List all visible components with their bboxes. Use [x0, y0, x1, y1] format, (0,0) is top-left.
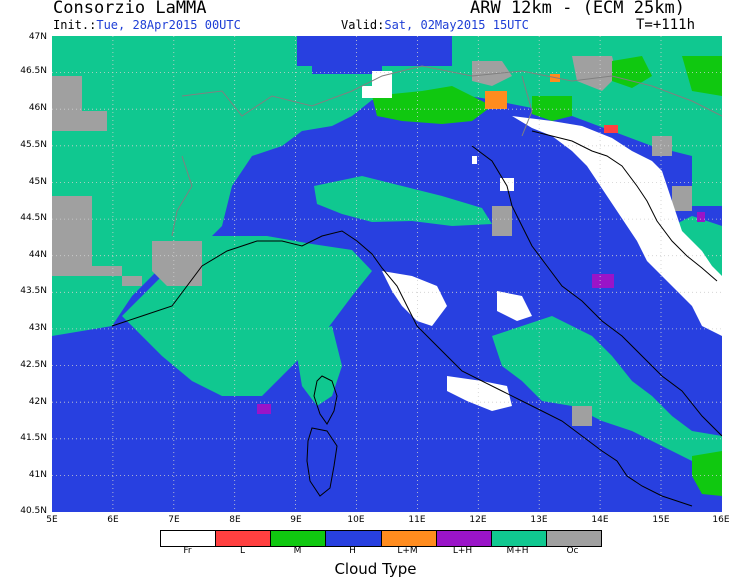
lon-label: 11E — [408, 515, 426, 525]
lon-label: 12E — [469, 515, 487, 525]
lat-label: 45.5N — [20, 140, 47, 150]
forecast-step: T=+111h — [636, 17, 696, 33]
lat-label: 47N — [28, 32, 47, 42]
lon-label: 7E — [168, 515, 180, 525]
legend-swatch-lm — [381, 531, 437, 546]
valid-label: Valid: — [341, 18, 385, 32]
valid-time: Valid:Sat, 02May2015 15UTC — [341, 18, 529, 32]
lat-label: 44N — [28, 250, 47, 260]
legend-label: Oc — [566, 546, 579, 556]
init-value: Tue, 28Apr2015 00UTC — [96, 18, 241, 32]
lon-label: 15E — [652, 515, 670, 525]
mid-cloud-areas — [372, 56, 722, 496]
legend-swatch-m — [271, 531, 327, 546]
legend-swatch-l — [216, 531, 272, 546]
lat-label: 45N — [28, 177, 47, 187]
legend-swatch-h — [326, 531, 382, 546]
lon-label: 5E — [46, 515, 58, 525]
valid-value: Sat, 02May2015 15UTC — [384, 18, 529, 32]
legend-swatch-fr — [161, 531, 217, 546]
legend-label: Fr — [183, 546, 192, 556]
map-header: Consorzio LaMMA ARW 12km - (ECM 25km) In… — [0, 0, 751, 36]
lon-label: 6E — [107, 515, 119, 525]
low-high-cloud-areas — [257, 212, 705, 414]
cloud-type-map — [52, 36, 722, 512]
lat-label: 46N — [28, 103, 47, 113]
lat-label: 41N — [28, 470, 47, 480]
lon-label: 16E — [712, 515, 730, 525]
lat-label: 44.5N — [20, 213, 47, 223]
lat-label: 43.5N — [20, 286, 47, 296]
legend-label: L+H — [452, 546, 473, 556]
init-time: Init.:Tue, 28Apr2015 00UTC — [53, 18, 241, 32]
legend-labels: Fr L M H L+M L+H M+H Oc — [160, 546, 600, 556]
legend-label: M — [293, 546, 302, 556]
legend-label: H — [349, 546, 356, 556]
lat-label: 46.5N — [20, 66, 47, 76]
lon-label: 10E — [347, 515, 365, 525]
producer-title: Consorzio LaMMA — [53, 0, 207, 18]
lat-label: 43N — [28, 323, 47, 333]
lat-label: 42N — [28, 397, 47, 407]
lat-label: 42.5N — [20, 360, 47, 370]
lon-label: 8E — [229, 515, 241, 525]
clear-sky-areas — [362, 71, 722, 411]
graticule — [52, 36, 722, 512]
model-title: ARW 12km - (ECM 25km) — [470, 0, 685, 18]
lon-label: 13E — [530, 515, 548, 525]
legend-title: Cloud Type — [334, 560, 417, 578]
borders — [171, 65, 722, 237]
legend-swatch-mh — [491, 531, 547, 546]
legend-label: L — [239, 546, 245, 556]
legend-swatch-oc — [546, 531, 601, 546]
coastlines — [111, 130, 722, 507]
legend-label: L+M — [397, 546, 418, 556]
legend-swatch-lh — [436, 531, 492, 546]
lon-label: 9E — [290, 515, 302, 525]
legend-label: M+H — [506, 546, 529, 556]
init-label: Init.: — [53, 18, 97, 32]
lat-label: 40.5N — [20, 506, 47, 516]
lat-label: 41.5N — [20, 433, 47, 443]
lon-label: 14E — [591, 515, 609, 525]
cloud-type-legend — [160, 530, 602, 547]
